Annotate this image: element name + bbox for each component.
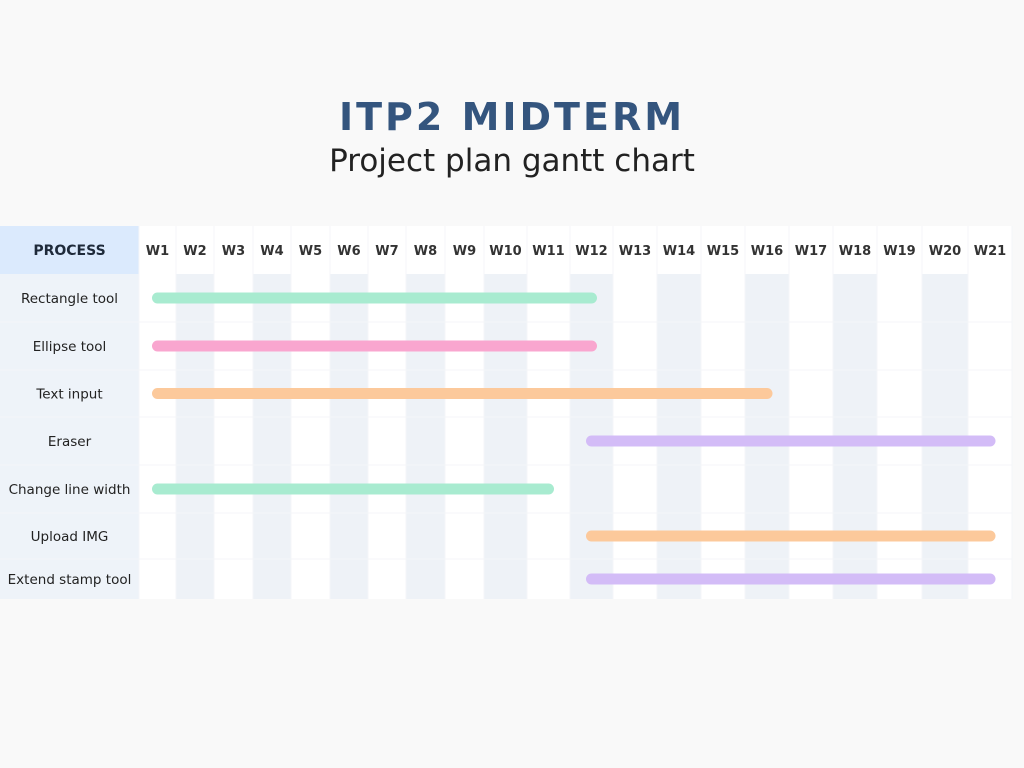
task-label: Extend stamp tool bbox=[8, 572, 132, 588]
week-tick-label: W21 bbox=[974, 244, 1006, 259]
week-tick-label: W4 bbox=[260, 244, 283, 259]
week-tick-label: W20 bbox=[929, 244, 961, 259]
week-column-2 bbox=[176, 274, 214, 599]
process-header-label: PROCESS bbox=[33, 243, 105, 259]
week-column-11 bbox=[527, 274, 570, 599]
task-label: Upload IMG bbox=[31, 529, 109, 545]
week-tick-label: W17 bbox=[795, 244, 827, 259]
week-column-3 bbox=[214, 274, 253, 599]
week-tick-label: W3 bbox=[222, 244, 245, 259]
week-tick-label: W11 bbox=[532, 244, 564, 259]
week-tick-label: W16 bbox=[751, 244, 783, 259]
week-tick-label: W19 bbox=[883, 244, 915, 259]
week-tick-label: W8 bbox=[414, 244, 437, 259]
week-column-9 bbox=[445, 274, 484, 599]
week-tick-label: W10 bbox=[489, 244, 521, 259]
week-tick-label: W14 bbox=[663, 244, 695, 259]
week-column-10 bbox=[484, 274, 527, 599]
week-tick-label: W18 bbox=[839, 244, 871, 259]
week-tick-label: W7 bbox=[375, 244, 398, 259]
week-column-7 bbox=[368, 274, 406, 599]
week-column-5 bbox=[291, 274, 330, 599]
chart-title: ITP2 MIDTERM bbox=[338, 95, 686, 139]
week-column-8 bbox=[406, 274, 445, 599]
week-tick-label: W1 bbox=[146, 244, 169, 259]
week-tick-label: W9 bbox=[453, 244, 476, 259]
week-column-4 bbox=[253, 274, 291, 599]
week-tick-label: W5 bbox=[299, 244, 322, 259]
task-label: Ellipse tool bbox=[33, 339, 107, 355]
task-label-column bbox=[0, 274, 139, 599]
process-header-cell bbox=[0, 226, 139, 274]
week-tick-label: W6 bbox=[337, 244, 360, 259]
week-column-1 bbox=[139, 274, 176, 599]
chart-subtitle: Project plan gantt chart bbox=[329, 143, 695, 179]
week-tick-label: W12 bbox=[575, 244, 607, 259]
week-tick-label: W13 bbox=[619, 244, 651, 259]
task-label: Rectangle tool bbox=[21, 291, 118, 307]
task-label: Text input bbox=[35, 387, 102, 403]
task-label: Change line width bbox=[9, 482, 131, 498]
week-tick-label: W2 bbox=[183, 244, 206, 259]
week-tick-label: W15 bbox=[707, 244, 739, 259]
task-label: Eraser bbox=[48, 434, 92, 450]
week-header-row bbox=[139, 226, 1012, 274]
week-column-6 bbox=[330, 274, 368, 599]
